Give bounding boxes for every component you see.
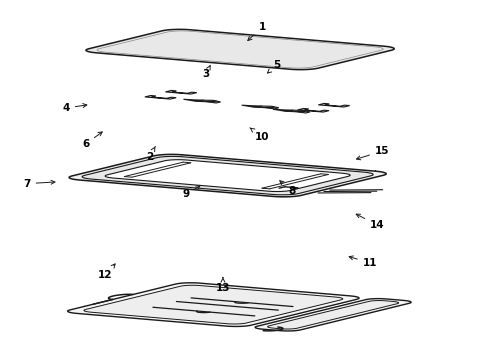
- Polygon shape: [242, 105, 279, 109]
- Polygon shape: [294, 111, 306, 112]
- Polygon shape: [86, 30, 394, 69]
- Polygon shape: [273, 109, 310, 113]
- Text: 15: 15: [357, 146, 390, 160]
- Polygon shape: [183, 99, 220, 103]
- Text: 14: 14: [356, 214, 385, 230]
- Polygon shape: [192, 100, 204, 101]
- Polygon shape: [205, 101, 217, 102]
- Text: 12: 12: [98, 264, 115, 280]
- Text: 10: 10: [250, 128, 270, 142]
- Polygon shape: [268, 301, 399, 329]
- Text: 8: 8: [280, 181, 295, 196]
- Text: 4: 4: [62, 103, 87, 113]
- Text: 11: 11: [349, 256, 377, 268]
- Polygon shape: [255, 298, 411, 331]
- Text: 5: 5: [268, 60, 280, 73]
- Polygon shape: [166, 90, 197, 94]
- Text: 1: 1: [248, 22, 266, 41]
- Polygon shape: [84, 285, 343, 324]
- Polygon shape: [282, 110, 294, 111]
- Text: 9: 9: [183, 186, 200, 199]
- Polygon shape: [69, 154, 386, 197]
- Polygon shape: [82, 156, 373, 195]
- Polygon shape: [263, 107, 275, 108]
- Polygon shape: [298, 108, 329, 112]
- Text: 13: 13: [216, 278, 230, 293]
- Polygon shape: [145, 95, 176, 99]
- Text: 2: 2: [146, 147, 155, 162]
- Polygon shape: [318, 103, 350, 107]
- Polygon shape: [105, 160, 350, 192]
- Polygon shape: [250, 106, 263, 107]
- Polygon shape: [68, 283, 359, 327]
- Text: 7: 7: [23, 179, 55, 189]
- Text: 6: 6: [82, 132, 102, 149]
- Text: 3: 3: [202, 66, 210, 79]
